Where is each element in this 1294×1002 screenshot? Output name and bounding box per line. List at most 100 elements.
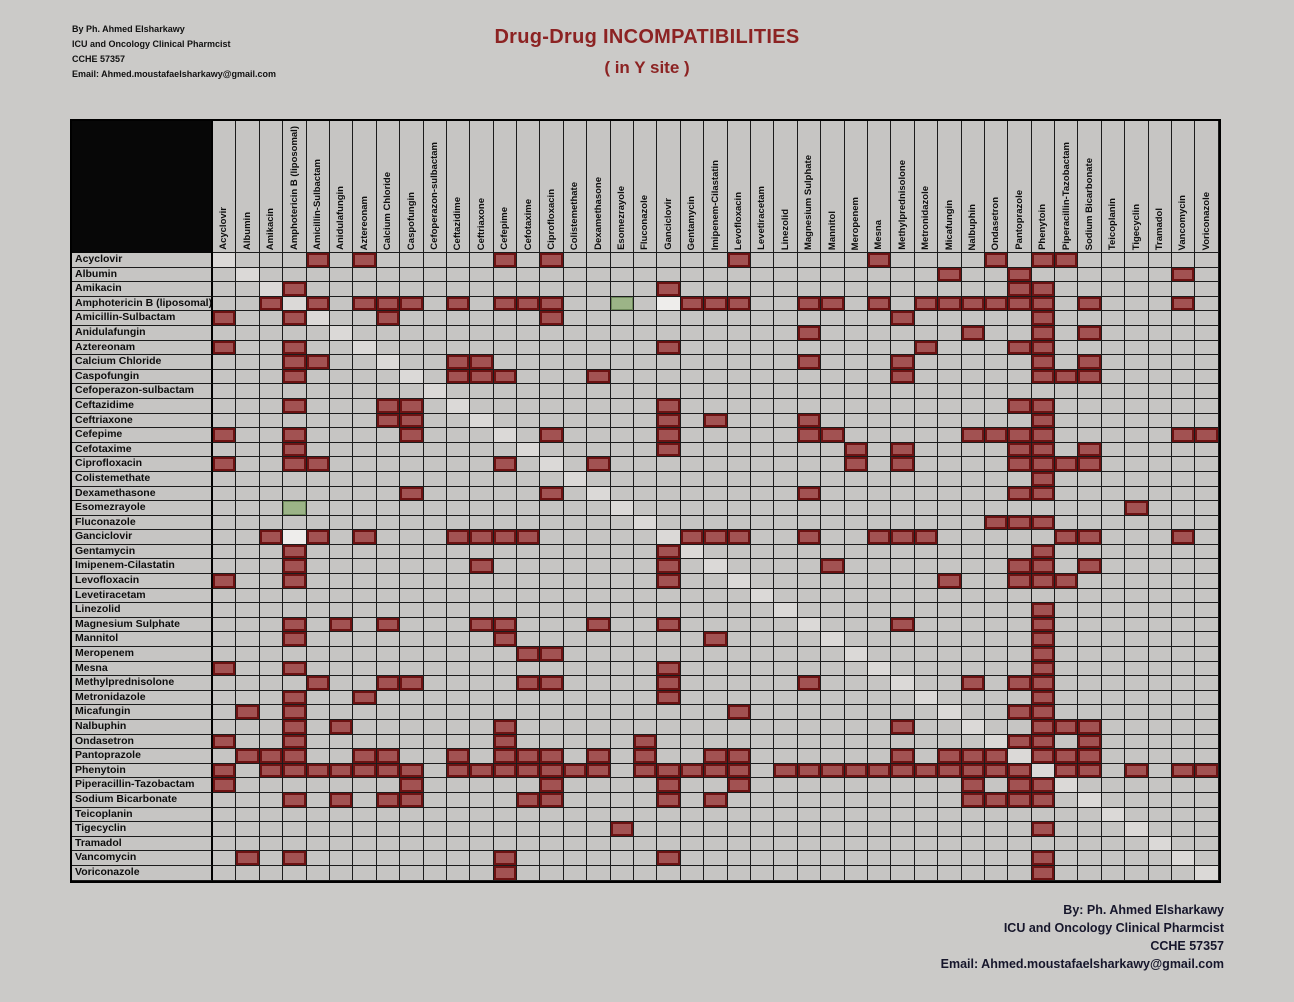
matrix-cell	[423, 515, 447, 531]
matrix-cell	[891, 501, 915, 516]
matrix-cell	[493, 647, 518, 662]
matrix-cell	[283, 690, 307, 706]
matrix-cell	[306, 311, 330, 326]
matrix-cell	[236, 690, 260, 706]
matrix-cell	[470, 836, 494, 852]
matrix-cell	[750, 603, 775, 618]
matrix-cell	[821, 807, 845, 823]
matrix-cell	[329, 822, 354, 837]
matrix-cell	[727, 705, 751, 720]
matrix-cell	[587, 778, 611, 793]
matrix-cell	[213, 486, 237, 502]
matrix-cell	[236, 574, 260, 589]
matrix-cell	[283, 398, 307, 414]
matrix-cell	[283, 792, 307, 808]
matrix-cell	[844, 676, 868, 691]
matrix-cell	[961, 296, 985, 312]
matrix-cell	[423, 807, 447, 823]
matrix-cell	[680, 792, 705, 808]
matrix-cell	[329, 588, 354, 604]
matrix-cell	[891, 544, 915, 560]
matrix-cell	[283, 501, 307, 516]
matrix-cell	[470, 647, 494, 662]
matrix-cell	[821, 749, 845, 764]
matrix-cell	[1055, 398, 1079, 414]
matrix-cell	[961, 340, 985, 356]
matrix-cell	[938, 544, 962, 560]
matrix-cell	[1101, 530, 1126, 545]
matrix-cell	[517, 676, 541, 691]
matrix-cell	[634, 515, 658, 531]
matrix-cell	[493, 398, 518, 414]
matrix-cell	[329, 457, 354, 472]
column-header: Aztereonam	[353, 121, 377, 253]
matrix-cell	[1101, 544, 1126, 560]
matrix-cell	[938, 661, 962, 677]
matrix-cell	[610, 661, 635, 677]
matrix-cell	[1101, 632, 1126, 648]
matrix-cell	[259, 807, 284, 823]
matrix-cell	[1195, 792, 1219, 808]
matrix-cell	[329, 267, 354, 283]
matrix-cell	[867, 544, 892, 560]
matrix-cell	[1101, 501, 1126, 516]
matrix-row: Teicoplanin	[72, 807, 1219, 823]
matrix-cell	[610, 720, 635, 735]
column-header: Amphotericin B (liposomal)	[283, 121, 307, 253]
matrix-cell	[680, 355, 705, 370]
matrix-cell	[844, 296, 868, 312]
matrix-cell	[821, 617, 845, 633]
row-label: Levetiracetam	[72, 588, 213, 604]
matrix-cell	[283, 355, 307, 370]
matrix-cell	[446, 384, 471, 399]
matrix-cell	[891, 282, 915, 297]
matrix-cell	[797, 632, 822, 648]
matrix-cell	[446, 398, 471, 414]
matrix-cell	[1101, 822, 1126, 837]
matrix-cell	[517, 865, 541, 881]
matrix-cell	[1195, 661, 1219, 677]
matrix-cell	[400, 253, 424, 268]
matrix-cell	[797, 778, 822, 793]
matrix-cell	[376, 822, 401, 837]
matrix-cell	[493, 792, 518, 808]
matrix-cell	[283, 617, 307, 633]
matrix-cell	[657, 749, 681, 764]
matrix-cell	[423, 486, 447, 502]
matrix-cell	[563, 749, 588, 764]
matrix-cell	[1125, 574, 1149, 589]
matrix-cell	[774, 851, 798, 866]
matrix-cell	[1125, 734, 1149, 750]
matrix-cell	[517, 690, 541, 706]
matrix-cell	[563, 661, 588, 677]
matrix-cell	[750, 617, 775, 633]
matrix-cell	[1148, 267, 1173, 283]
matrix-cell	[493, 778, 518, 793]
matrix-cell	[797, 515, 822, 531]
matrix-cell	[1195, 442, 1219, 458]
matrix-cell	[727, 836, 751, 852]
matrix-cell	[961, 676, 985, 691]
column-header: Ondasetron	[984, 121, 1009, 253]
matrix-cell	[353, 632, 377, 648]
matrix-cell	[1148, 647, 1173, 662]
matrix-cell	[306, 486, 330, 502]
matrix-cell	[774, 340, 798, 356]
matrix-cell	[657, 471, 681, 487]
matrix-cell	[797, 442, 822, 458]
matrix-cell	[563, 559, 588, 575]
matrix-cell	[563, 734, 588, 750]
matrix-cell	[680, 428, 705, 443]
matrix-cell	[1125, 690, 1149, 706]
matrix-cell	[1148, 384, 1173, 399]
matrix-cell	[704, 778, 728, 793]
matrix-cell	[1101, 471, 1126, 487]
matrix-cell	[353, 267, 377, 283]
matrix-cell	[446, 486, 471, 502]
matrix-cell	[540, 471, 564, 487]
matrix-cell	[446, 617, 471, 633]
matrix-cell	[306, 501, 330, 516]
matrix-cell	[727, 311, 751, 326]
matrix-cell	[844, 720, 868, 735]
matrix-cell	[704, 398, 728, 414]
